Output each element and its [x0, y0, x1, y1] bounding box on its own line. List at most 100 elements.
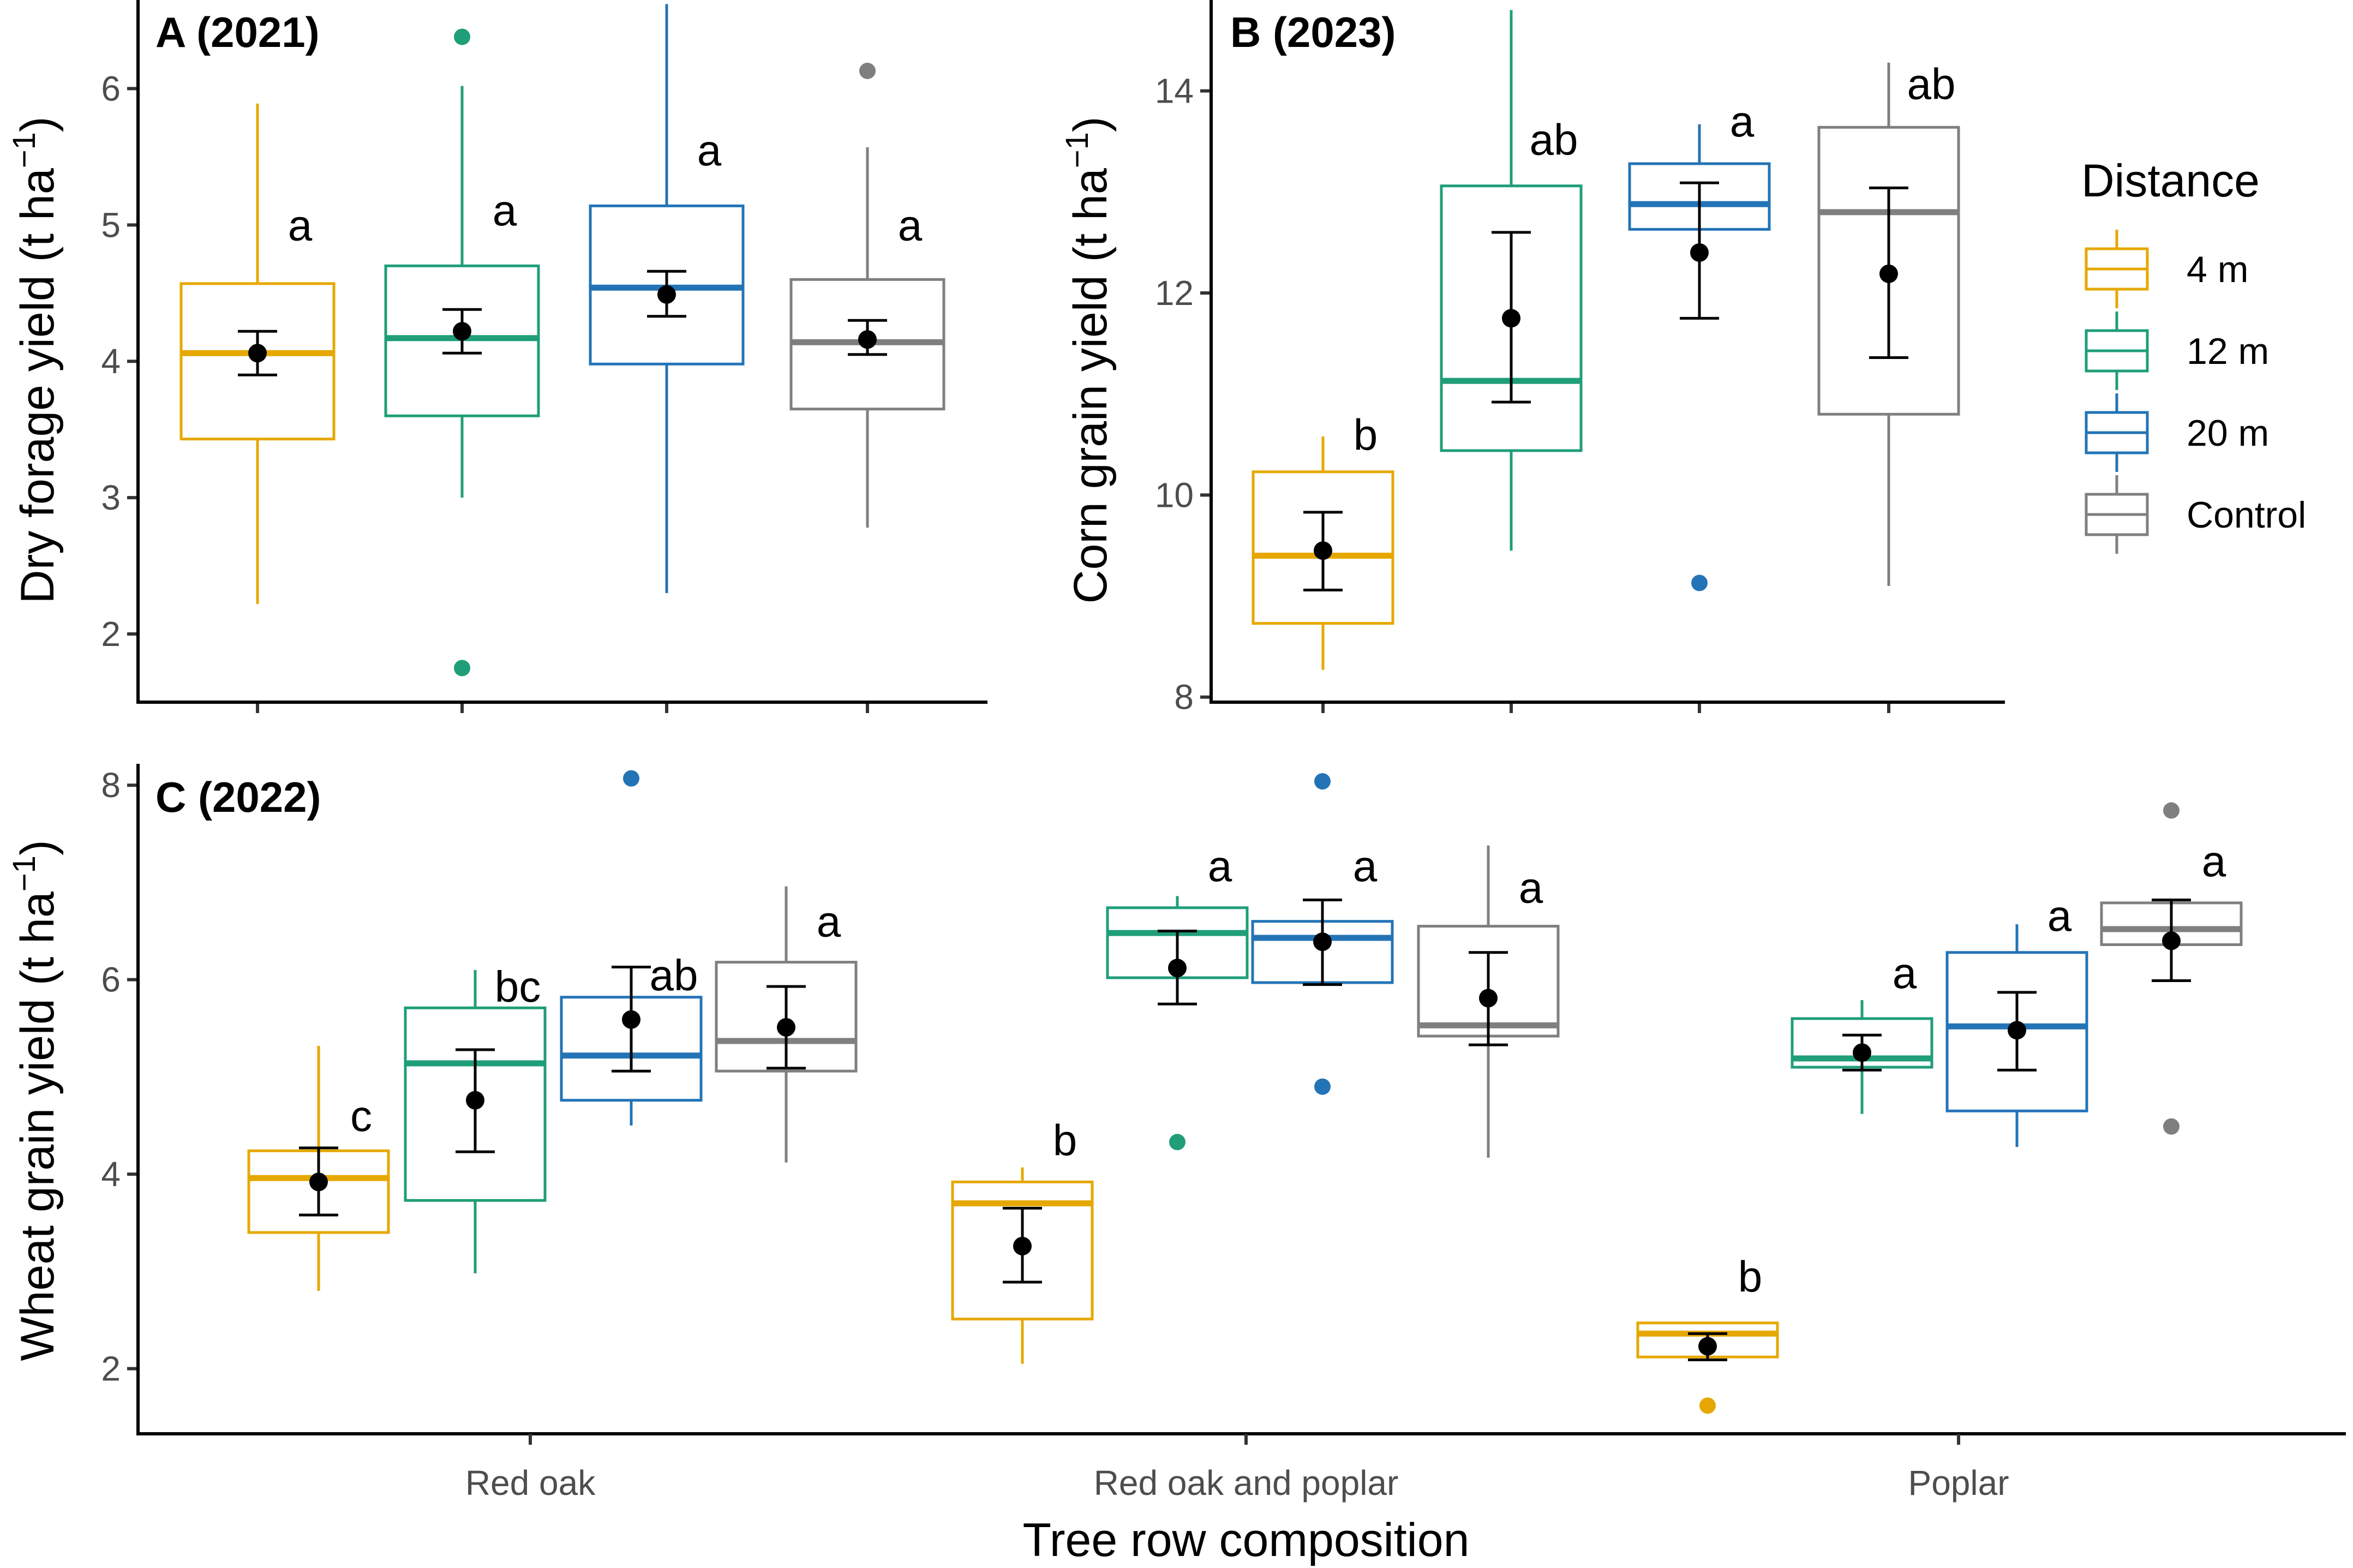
panel-c-4-m-g1-boxplot: b [951, 1116, 1094, 1364]
panel-a-4-m-g0-significance-letter: a [288, 201, 313, 249]
panel-c-4-m-g1-box [951, 1180, 1094, 1321]
panel-c-control-g2-mean-point [2162, 931, 2181, 950]
panel-a-control-g0-mean-point [858, 330, 877, 349]
panel-c-12-m-g0-mean-point [466, 1091, 484, 1110]
panel-c-y-tick-label-4: 4 [101, 1154, 121, 1194]
panel-b-4-m-g0-mean-point [1314, 541, 1332, 560]
panel-c-20-m-g1-mean-point [1313, 932, 1332, 951]
legend-key-12-m: 12 m [2085, 312, 2269, 390]
panel-c-20-m-g1-outlier-0 [1314, 773, 1331, 790]
panel-c-control-g1-boxplot: a [1417, 845, 1560, 1158]
panel-c-12-m-g1-significance-letter: a [1208, 842, 1232, 890]
panel-c-12-m-g1-boxplot: a [1106, 842, 1249, 1151]
legend-key-control-label: Control [2187, 494, 2306, 536]
panel-a-12-m-g0-significance-letter: a [493, 186, 517, 235]
panel-a-12-m-g0-outlier-1 [454, 660, 470, 677]
legend-key-4-m-label: 4 m [2187, 249, 2248, 290]
panel-b-y-tick-label-12: 12 [1155, 273, 1194, 313]
legend-key-4-m: 4 m [2085, 230, 2248, 308]
legend-items: 4 m 12 m 20 m Control [2085, 230, 2306, 554]
panel-a-y-tick-label-5: 5 [101, 205, 121, 244]
panel-c-12-m-g2-boxplot: a [1791, 949, 1933, 1114]
legend-title: Distance [2081, 155, 2260, 206]
panel-b-title: B (2023) [1230, 8, 1396, 56]
panel-b-y-tick-label-10: 10 [1155, 475, 1194, 514]
legend-key-control: Control [2085, 475, 2306, 554]
panel-c-control-g2-significance-letter: a [2202, 837, 2226, 885]
panel-c-12-m-g0-box [404, 1006, 547, 1202]
panel-c-4-m-g2-boxplot: b [1636, 1252, 1779, 1414]
panel-a-y-tick-label-6: 6 [101, 69, 121, 108]
panel-c-20-m-g2-boxplot: a [1945, 891, 2088, 1147]
panel-c-20-m-g2-box [1945, 951, 2088, 1112]
panel-c-y-tick-label-2: 2 [101, 1349, 121, 1389]
panel-b-20-m-g0-outlier-0 [1691, 574, 1708, 591]
x-tick-label-red-oak: Red oak [465, 1463, 596, 1503]
panel-c: 2 4 6 8 c b b bc a a ab a a a a a C (2022) Wheat grain… [7, 764, 2346, 1566]
panel-a-control-g0-outlier-0 [859, 62, 876, 79]
panel-c-20-m-g1-outlier-1 [1314, 1078, 1331, 1095]
panel-c-12-m-g0-significance-letter: bc [495, 962, 541, 1011]
panel-c-12-m-g2-significance-letter: a [1893, 949, 1917, 997]
panel-c-control-g0-box [715, 961, 858, 1073]
legend-key-20-m: 20 m [2085, 393, 2269, 472]
panel-c-20-m-g0-significance-letter: ab [650, 951, 698, 1000]
panel-a-y-tick-label-4: 4 [101, 342, 121, 381]
panel-a-20-m-g0-significance-letter: a [697, 126, 722, 175]
panel-a-control-g0-boxplot: a [789, 62, 945, 528]
panel-c-20-m-g1-significance-letter: a [1353, 842, 1378, 890]
panel-b-control-g0-mean-point [1879, 264, 1898, 283]
legend-key-20-m-label: 20 m [2187, 412, 2269, 454]
panel-c-control-g0-mean-point [777, 1018, 795, 1037]
panel-b: 8 10 12 14 b ab a ab B (2023) Corn grain yield… [1059, 0, 2005, 717]
panel-c-12-m-g0-boxplot: bc [404, 962, 547, 1273]
panel-a-y-axis-title: Dry forage yield (t ha−1) [7, 116, 64, 603]
panel-b-y-tick-label-8: 8 [1174, 678, 1194, 717]
panel-b-y-axis-title: Corn grain yield (t ha−1) [1059, 116, 1117, 603]
panel-b-12-m-g0-boxplot: ab [1440, 10, 1583, 551]
panel-b-control-g0-box [1817, 125, 1960, 416]
panel-c-control-g2-outlier-0 [2163, 802, 2180, 819]
panel-c-control-g0-boxplot: a [715, 886, 858, 1163]
panel-c-4-m-g2-significance-letter: b [1738, 1252, 1763, 1301]
panel-a-marks: a a a a [179, 4, 945, 677]
panel-c-4-m-g1-mean-point [1013, 1237, 1032, 1256]
panel-a-4-m-g0-boxplot: a [179, 103, 336, 605]
x-tick-label-red-oak-and-poplar: Red oak and poplar [1094, 1463, 1399, 1503]
panel-a-y-tick-label-2: 2 [101, 614, 121, 654]
panel-a-y-ticks: 2 3 4 5 6 [101, 69, 869, 713]
panel-a-12-m-g0-mean-point [453, 322, 471, 341]
panel-c-control-g1-significance-letter: a [1519, 863, 1543, 912]
panel-c-control-g0-significance-letter: a [817, 897, 841, 946]
panel-c-title: C (2022) [155, 773, 321, 821]
panel-c-y-tick-label-8: 8 [101, 765, 121, 805]
panel-a-12-m-g0-outlier-0 [454, 28, 470, 45]
panel-c-y-axis-title: Wheat grain yield (t ha−1) [7, 840, 64, 1361]
panel-b-20-m-g0-mean-point [1690, 243, 1709, 262]
panel-b-y-ticks: 8 10 12 14 [1155, 71, 1890, 717]
x-tick-label-poplar: Poplar [1908, 1463, 2009, 1503]
panel-c-control-g2-outlier-1 [2163, 1118, 2180, 1135]
panel-b-control-g0-significance-letter: ab [1907, 60, 1956, 109]
panel-a-20-m-g0-boxplot: a [589, 4, 745, 594]
panel-a: 2 3 4 5 6 a a a a A (2021) Dry forage yield (t … [7, 0, 987, 713]
x-tick-marks [529, 1434, 1960, 1445]
panel-a-control-g0-significance-letter: a [898, 201, 923, 249]
panel-c-4-m-g0-significance-letter: c [350, 1092, 372, 1140]
panel-b-12-m-g0-significance-letter: ab [1530, 116, 1578, 164]
panel-b-4-m-g0-significance-letter: b [1354, 410, 1378, 459]
legend-key-12-m-label: 12 m [2187, 331, 2269, 372]
panel-c-20-m-g1-boxplot: a [1251, 773, 1394, 1095]
panel-a-4-m-g0-mean-point [248, 344, 267, 363]
panel-b-control-g0-boxplot: ab [1817, 60, 1960, 586]
panel-b-12-m-g0-box [1440, 184, 1583, 452]
panel-c-y-tick-label-6: 6 [101, 960, 121, 1000]
panel-c-20-m-g0-mean-point [622, 1010, 640, 1029]
panel-b-4-m-g0-box [1252, 470, 1394, 625]
panel-c-4-m-g2-mean-point [1698, 1337, 1717, 1356]
panel-c-12-m-g2-mean-point [1853, 1043, 1871, 1062]
panel-c-control-g2-boxplot: a [2100, 802, 2243, 1135]
panel-c-20-m-g2-mean-point [2008, 1021, 2026, 1040]
panel-c-12-m-g1-mean-point [1168, 959, 1187, 978]
